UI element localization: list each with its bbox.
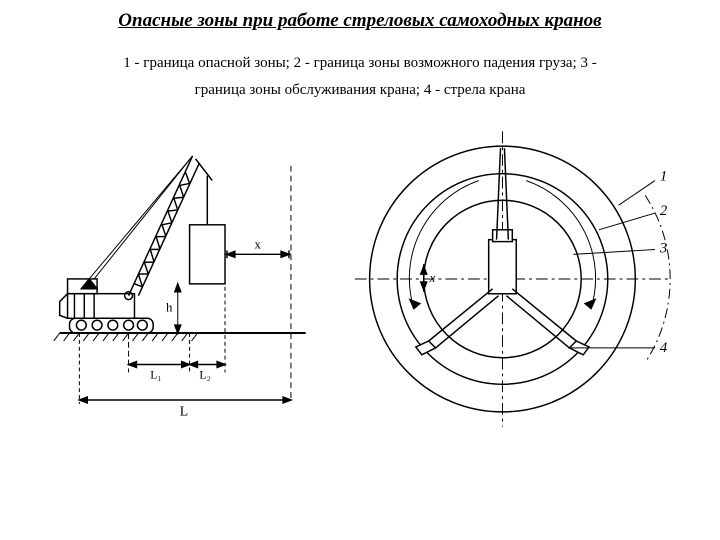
page-title: Опасные зоны при работе стреловых самохо… [40, 10, 680, 32]
callout-2: 2 [660, 203, 668, 219]
callout-x: x [429, 271, 436, 285]
label-L2: L₂ [199, 367, 210, 381]
legend-line-1: 1 - граница опасной зоны; 2 - граница зо… [123, 55, 596, 71]
callout-4: 4 [660, 340, 668, 356]
label-L: L [180, 404, 188, 419]
side-view-diagram: x h L₁ L₂ [40, 124, 325, 424]
diagram-area: x h L₁ L₂ [40, 124, 680, 434]
callout-3: 3 [659, 240, 667, 256]
label-h: h [166, 300, 173, 314]
legend: 1 - граница опасной зоны; 2 - граница зо… [40, 50, 680, 104]
legend-line-2: граница зоны обслуживания крана; 4 - стр… [195, 82, 526, 98]
label-L1: L₁ [150, 367, 161, 381]
callout-1: 1 [660, 169, 667, 185]
label-x: x [255, 237, 262, 251]
top-view-diagram: 1 2 3 4 x [345, 124, 680, 434]
